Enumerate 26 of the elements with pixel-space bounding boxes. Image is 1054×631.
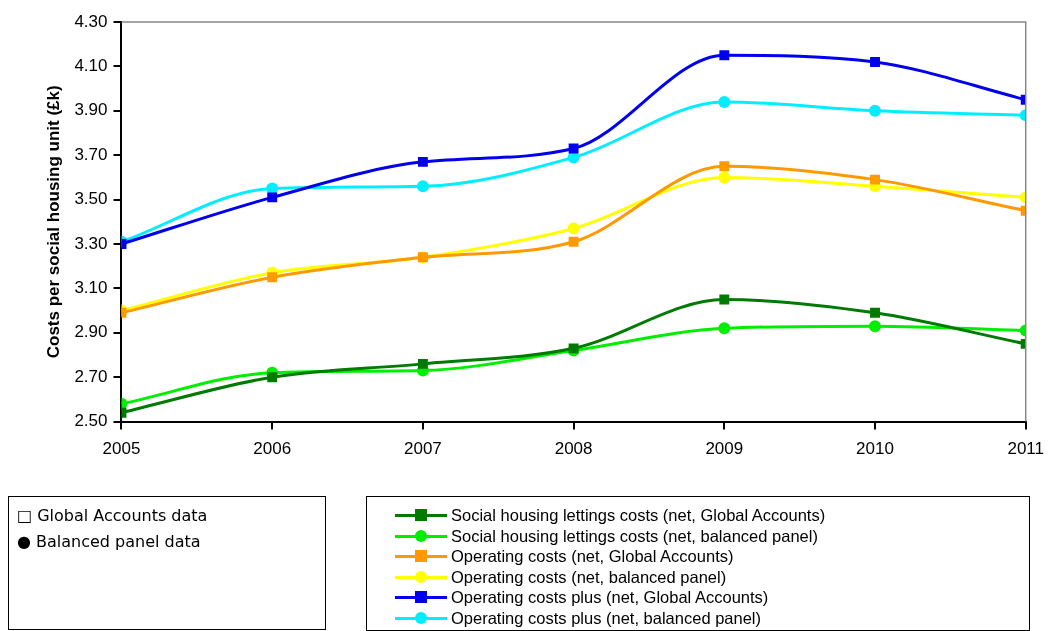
legend-label: Operating costs (net, balanced panel) <box>451 566 727 587</box>
y-tick-label: 3.70 <box>74 144 108 164</box>
y-axis-title: Costs per social housing unit (£k) <box>43 85 63 359</box>
x-tick-label: 2010 <box>856 439 894 459</box>
y-tick-label: 3.10 <box>74 278 108 298</box>
x-tick-label: 2011 <box>1007 439 1044 459</box>
text: □ Global Accounts data <box>17 505 209 527</box>
x-tick-label: 2006 <box>253 439 292 459</box>
legend-label: Operating costs (net, Global Accounts) <box>451 546 734 567</box>
y-tick-label: 2.90 <box>74 322 108 342</box>
legend-label: Social housing lettings costs (net, Global Accounts) <box>451 505 826 526</box>
legend-label: Operating costs plus (net, Global Accounts) <box>451 587 769 608</box>
y-tick-label: 3.30 <box>74 233 108 253</box>
y-tick-label: 3.90 <box>74 100 108 120</box>
y-tick-label: 4.10 <box>74 56 108 76</box>
x-tick-label: 2008 <box>554 439 593 459</box>
x-tick-label: 2009 <box>705 439 744 459</box>
y-tick-label: 2.50 <box>74 411 108 431</box>
legend-label: Operating costs plus (net, balanced panel) <box>451 607 762 628</box>
y-tick-label: 2.70 <box>74 366 108 386</box>
legend-label: Social housing lettings costs (net, balanced panel) <box>451 525 818 546</box>
text: ● Balanced panel data <box>17 531 202 553</box>
x-tick-label: 2007 <box>403 439 442 459</box>
y-tick-label: 3.50 <box>74 189 108 209</box>
y-tick-label: 4.30 <box>74 11 108 31</box>
x-tick-label: 2005 <box>102 439 141 459</box>
